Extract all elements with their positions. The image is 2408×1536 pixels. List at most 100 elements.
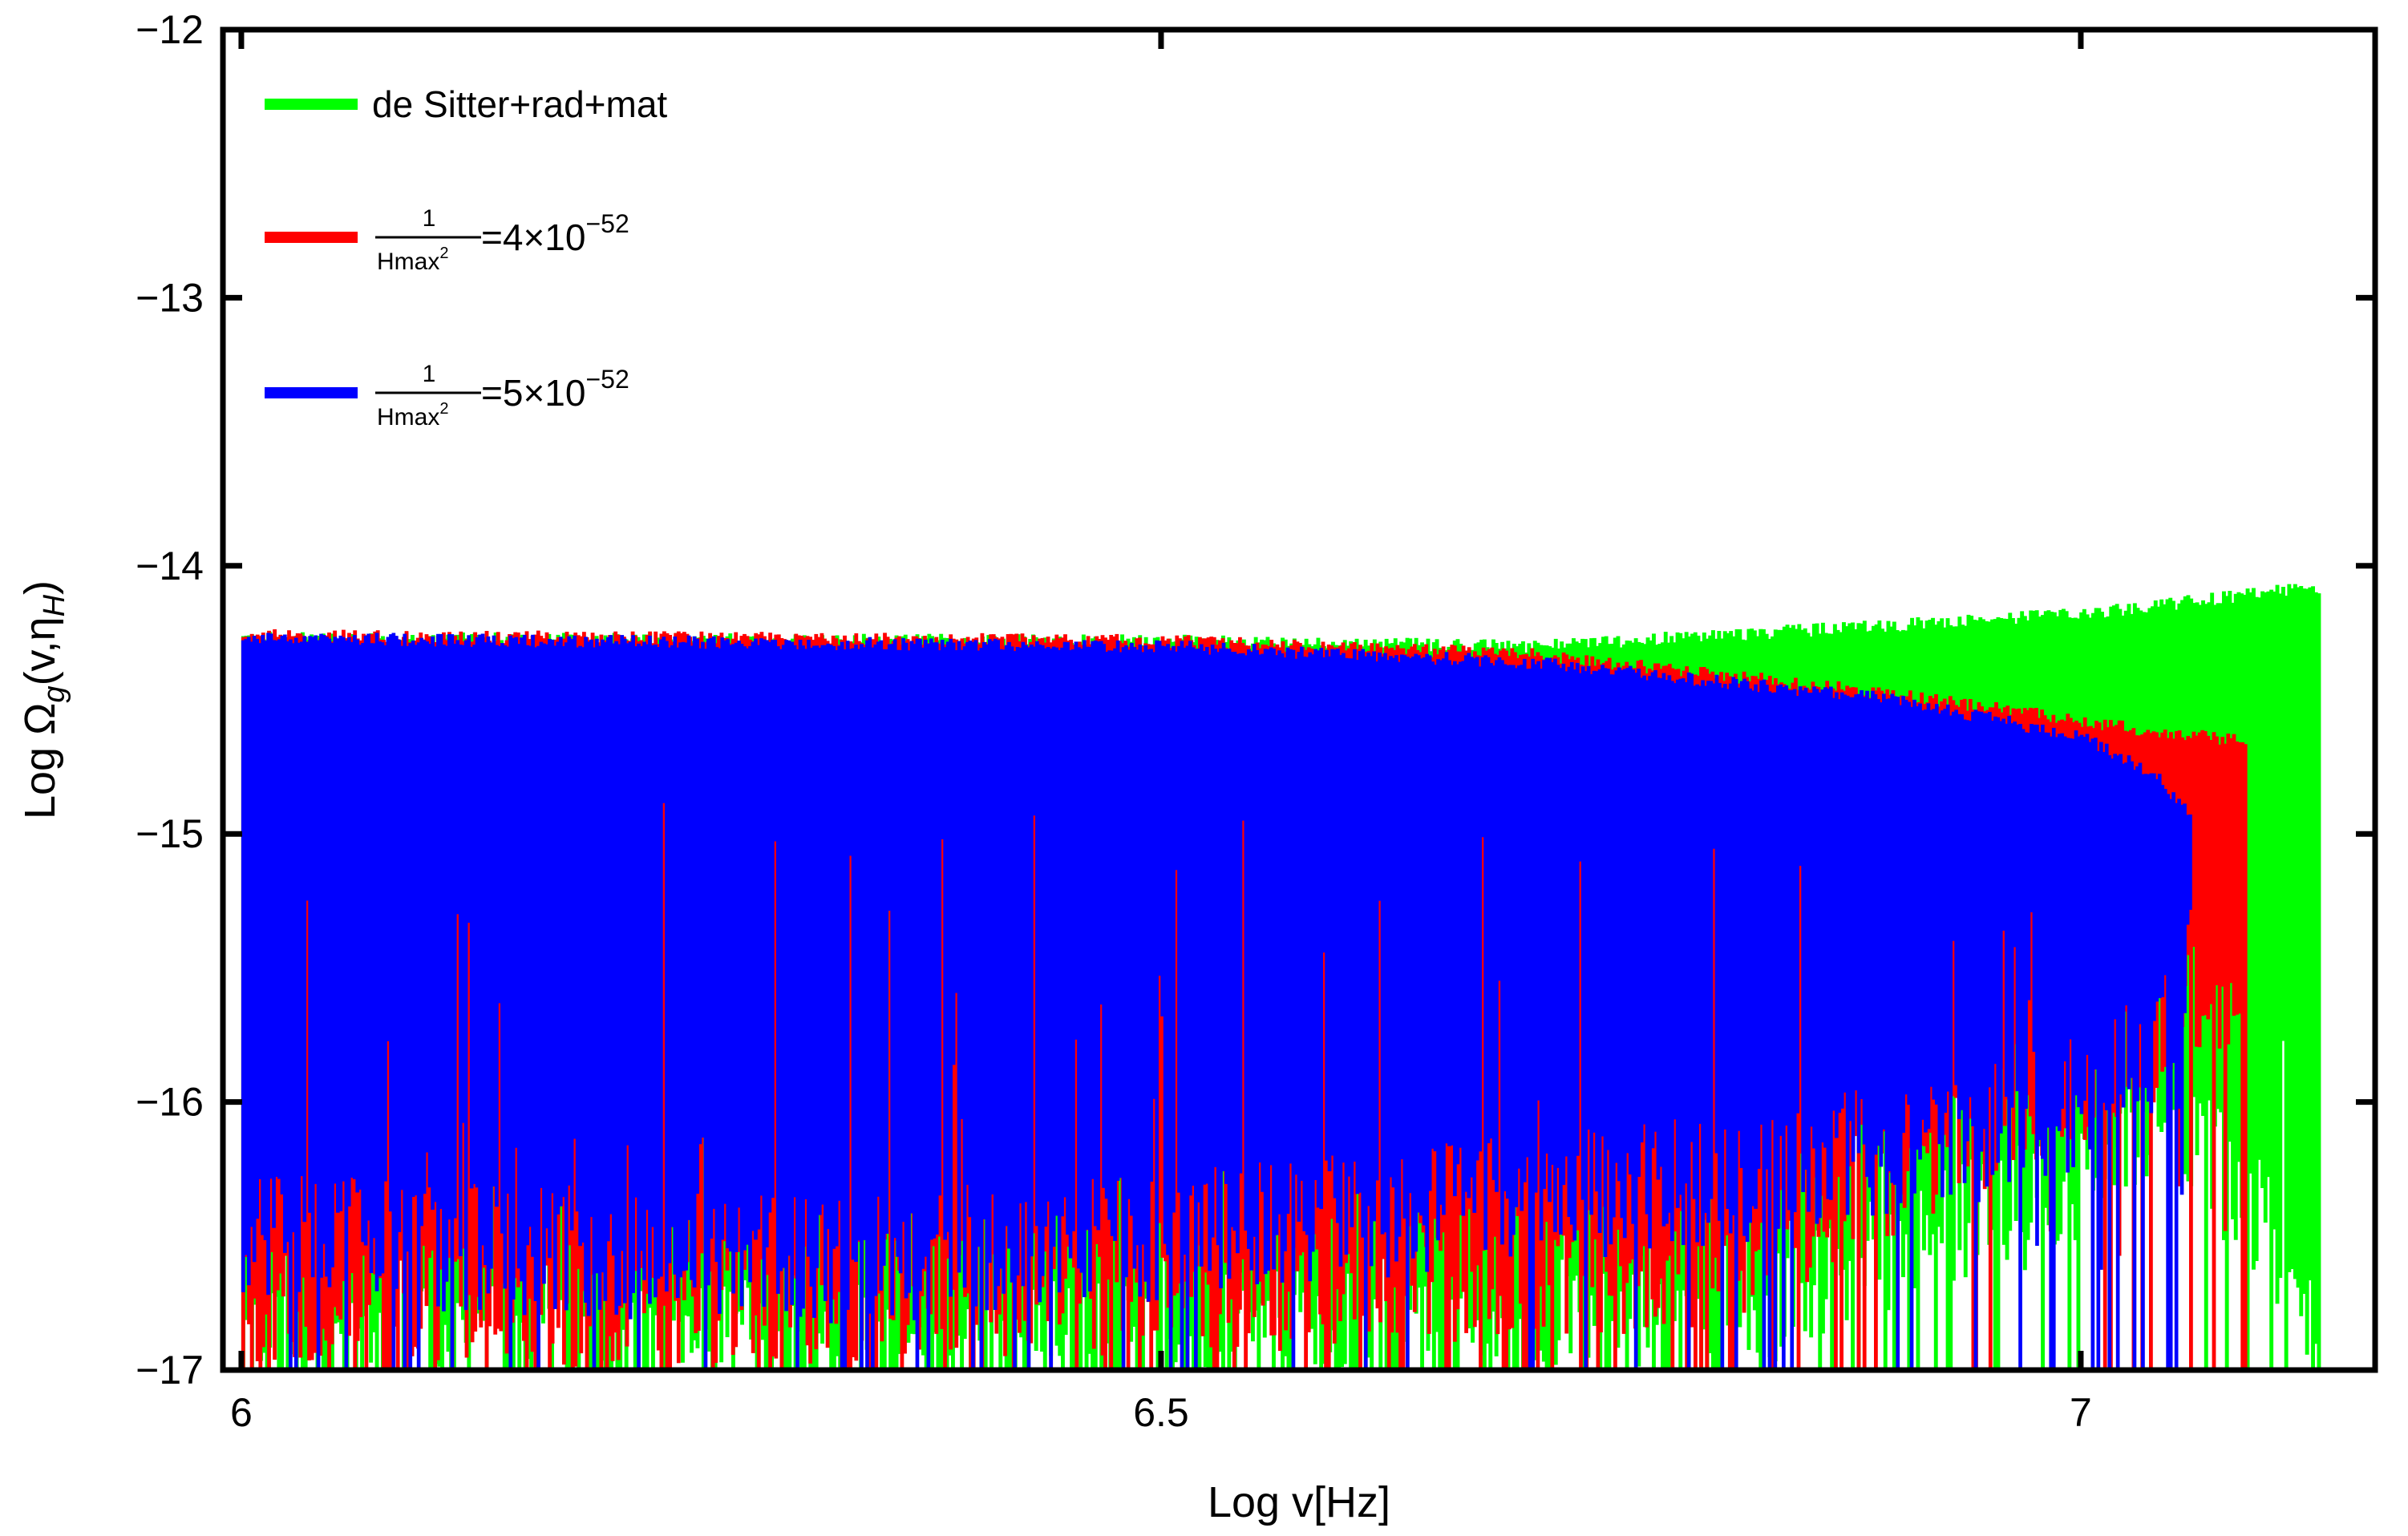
series-2-bar bbox=[879, 640, 884, 1291]
series-2-bar bbox=[949, 638, 953, 1297]
series-2-bar bbox=[1567, 666, 1572, 1217]
series-2-bar bbox=[965, 641, 969, 1185]
series-2-bar bbox=[2094, 738, 2098, 1069]
series-2-bar bbox=[837, 645, 841, 1201]
series-2-bar bbox=[2007, 716, 2011, 1182]
series-2-bar bbox=[1625, 668, 1630, 1154]
series-2-bar bbox=[698, 648, 702, 1145]
series-2-bar bbox=[748, 645, 752, 1283]
series-2-bar bbox=[1851, 697, 1856, 1162]
series-2-bar bbox=[1369, 656, 1374, 1267]
series-2-bar bbox=[1531, 658, 1535, 1370]
series-2-bar bbox=[701, 641, 705, 1138]
series-1-bar bbox=[2195, 735, 2199, 1047]
series-2-bar bbox=[363, 635, 368, 1246]
series-2-bar bbox=[2051, 727, 2056, 1370]
series-2-bar bbox=[1622, 669, 1627, 1239]
series-2-bar bbox=[1520, 665, 1524, 1211]
series-2-bar bbox=[1397, 661, 1402, 1237]
series-2-bar bbox=[380, 642, 385, 1274]
series-2-bar bbox=[1542, 660, 1546, 1190]
series-2-bar bbox=[951, 642, 956, 1065]
series-2-bar bbox=[656, 647, 661, 1279]
series-2-bar bbox=[2119, 754, 2123, 1095]
series-2-bar bbox=[1701, 680, 1705, 1247]
series-2-bar bbox=[1127, 649, 1131, 1199]
series-2-bar bbox=[1497, 657, 1502, 981]
series-2-bar bbox=[726, 639, 730, 1249]
series-2-bar bbox=[1472, 658, 1477, 1213]
series-2-bar bbox=[361, 643, 365, 1243]
series-2-bar bbox=[548, 639, 552, 1259]
series-2-bar bbox=[1378, 653, 1382, 901]
series-2-bar bbox=[597, 645, 602, 1310]
series-2-bar bbox=[792, 645, 797, 1198]
series-2-bar bbox=[686, 635, 691, 1220]
series-0-bar bbox=[2269, 589, 2274, 1370]
series-2-bar bbox=[1079, 649, 1084, 1273]
series-2-bar bbox=[709, 637, 714, 1239]
series-2-bar bbox=[1787, 689, 1791, 1211]
series-1-bar bbox=[848, 641, 852, 1370]
series-2-bar bbox=[1196, 649, 1201, 1203]
series-2-bar bbox=[1514, 668, 1519, 1207]
series-2-bar bbox=[1199, 644, 1204, 1267]
series-2-bar bbox=[1188, 641, 1192, 1196]
series-2-bar bbox=[631, 635, 635, 1293]
series-2-bar bbox=[2104, 743, 2109, 1110]
series-2-bar bbox=[678, 642, 682, 1278]
series-2-bar bbox=[2004, 723, 2009, 1097]
series-2-bar bbox=[1548, 657, 1552, 1203]
series-2-bar bbox=[2149, 773, 2154, 1114]
series-2-bar bbox=[828, 645, 833, 1324]
series-0-bar bbox=[2287, 584, 2292, 1272]
series-2-bar bbox=[578, 645, 582, 1247]
legend-entry-de-sitter: de Sitter+rad+mat bbox=[265, 83, 667, 125]
series-2-bar bbox=[1882, 693, 1886, 1130]
series-2-bar bbox=[314, 635, 318, 1184]
series-2-bar bbox=[395, 636, 399, 1289]
series-2-bar bbox=[450, 634, 455, 1370]
series-2-bar bbox=[1606, 669, 1610, 1150]
series-2-bar bbox=[1765, 685, 1769, 1170]
series-2-bar bbox=[1021, 641, 1026, 1287]
series-2-bar bbox=[1690, 673, 1694, 1142]
series-1-bar bbox=[2237, 742, 2242, 1014]
series-2-bar bbox=[2127, 755, 2131, 1089]
series-2-bar bbox=[2188, 814, 2192, 910]
series-2-bar bbox=[1522, 658, 1527, 1182]
series-2-bar bbox=[1962, 719, 1967, 1183]
series-2-bar bbox=[654, 645, 658, 1298]
series-2-bar bbox=[1325, 649, 1329, 1161]
series-2-bar bbox=[2041, 724, 2045, 1159]
series-2-bar bbox=[1798, 686, 1803, 867]
y-tick-label-4: −16 bbox=[136, 1080, 204, 1125]
series-2-bar bbox=[620, 635, 625, 1251]
series-2-bar bbox=[801, 645, 805, 1309]
series-2-bar bbox=[924, 639, 928, 1257]
series-1-bar bbox=[2223, 743, 2228, 1231]
series-2-bar bbox=[960, 649, 964, 1119]
x-tick-label-0: 6 bbox=[230, 1390, 253, 1435]
series-2-bar bbox=[1038, 645, 1042, 1303]
series-2-bar bbox=[436, 633, 440, 1307]
series-2-bar bbox=[1957, 713, 1961, 1119]
series-2-bar bbox=[1141, 652, 1145, 1245]
series-2-bar bbox=[1731, 677, 1736, 1215]
series-2-bar bbox=[1394, 655, 1398, 1262]
series-2-bar bbox=[881, 649, 886, 1266]
series-1-bar bbox=[940, 641, 945, 1329]
series-2-bar bbox=[2138, 762, 2143, 1025]
series-2-bar bbox=[1860, 690, 1864, 1099]
series-1-bar bbox=[2191, 731, 2196, 947]
series-2-bar bbox=[1820, 689, 1825, 1143]
series-2-bar bbox=[1982, 713, 1986, 1130]
series-2-bar bbox=[366, 633, 370, 1221]
series-2-bar bbox=[277, 639, 281, 1179]
series-2-bar bbox=[1049, 649, 1053, 1370]
series-2-bar bbox=[1467, 653, 1471, 1198]
series-2-bar bbox=[690, 645, 694, 1280]
series-2-bar bbox=[1734, 679, 1738, 1370]
series-2-bar bbox=[2160, 785, 2165, 997]
y-tick-label-1: −13 bbox=[136, 275, 204, 320]
